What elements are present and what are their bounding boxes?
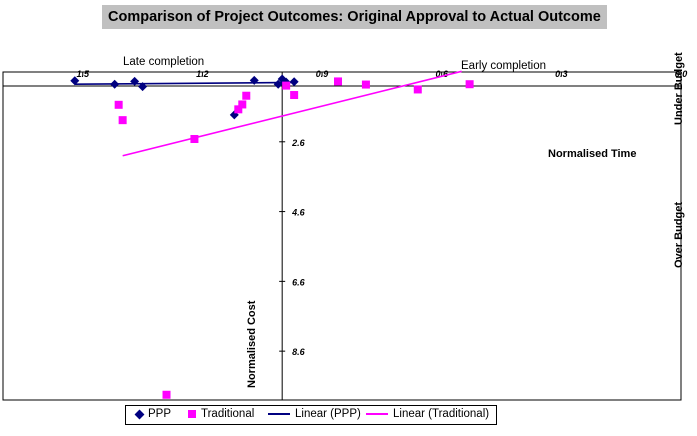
- legend-item-linear-ppp: Linear (PPP): [268, 408, 361, 420]
- point-ppp: [138, 82, 148, 92]
- y-tick-label: 8.6: [292, 347, 306, 357]
- point-ppp: [273, 79, 283, 89]
- legend-item-ppp: PPP: [134, 408, 172, 420]
- x-tick-label: 0.0: [675, 69, 688, 79]
- point-ppp: [289, 77, 299, 87]
- point-traditional: [114, 100, 123, 109]
- x-tick-label: 0.3: [555, 69, 568, 79]
- plot-area: [2, 71, 682, 401]
- point-traditional: [238, 100, 247, 109]
- y-tick-label: 4.6: [291, 208, 306, 218]
- x-tick-label: 0.9: [316, 69, 329, 79]
- x-axis-label: Normalised Time: [548, 148, 637, 160]
- under-budget-label: Under Budget: [673, 52, 685, 125]
- legend-label-ppp: PPP: [148, 408, 172, 420]
- point-ppp: [249, 75, 259, 85]
- over-budget-label: Over Budget: [673, 201, 685, 268]
- x-tick-label: 1.5: [77, 69, 91, 79]
- point-traditional: [242, 91, 251, 100]
- line-marker-icon: [366, 413, 388, 415]
- point-ppp: [110, 79, 120, 89]
- legend-label-traditional: Traditional: [201, 408, 255, 420]
- diamond-marker-icon: [134, 409, 145, 419]
- legend-item-linear-traditional: Linear (Traditional): [366, 408, 489, 420]
- late-completion-label: Late completion: [123, 56, 205, 68]
- point-traditional: [190, 134, 199, 143]
- point-traditional: [361, 80, 370, 89]
- early-completion-label: Early completion: [461, 60, 547, 72]
- legend-item-traditional: Traditional: [188, 408, 254, 420]
- line-marker-icon: [268, 413, 290, 415]
- point-traditional: [413, 85, 422, 94]
- trendline-linear-traditional: [122, 70, 462, 157]
- point-ppp: [70, 76, 80, 86]
- point-traditional: [234, 105, 243, 114]
- point-traditional: [282, 81, 291, 90]
- point-traditional: [162, 390, 171, 399]
- square-marker-icon: [188, 410, 196, 418]
- x-tick-label: 0.6: [435, 69, 449, 79]
- legend: PPP Traditional Linear (PPP) Linear (Tra…: [125, 405, 497, 425]
- point-traditional: [118, 116, 127, 125]
- legend-label-linear-ppp: Linear (PPP): [295, 408, 361, 420]
- data-points: [70, 74, 474, 399]
- y-tick-label: 2.6: [291, 138, 306, 148]
- point-ppp: [130, 76, 140, 86]
- x-tick-label: 1.2: [196, 69, 209, 79]
- y-axis-label: Normalised Cost: [246, 300, 258, 388]
- chart-title: Comparison of Project Outcomes: Original…: [102, 5, 607, 29]
- y-tick-label: 6.6: [292, 277, 306, 287]
- legend-label-linear-traditional: Linear (Traditional): [393, 408, 490, 420]
- point-traditional: [465, 80, 474, 89]
- point-traditional: [290, 91, 299, 100]
- point-traditional: [334, 77, 343, 86]
